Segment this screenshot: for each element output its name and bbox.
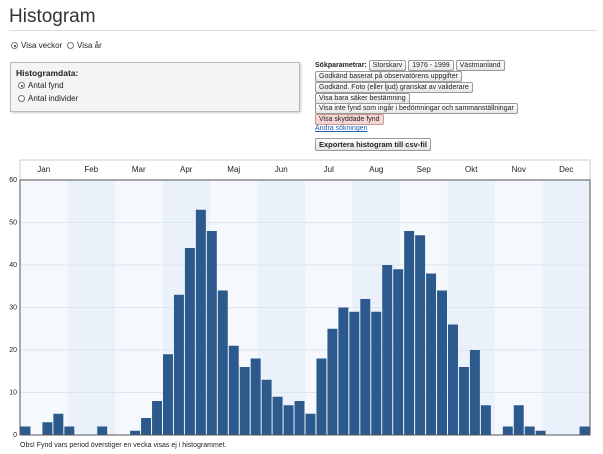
bar [437,290,447,435]
month-label: Jan [37,165,50,174]
footnote: Obs! Fynd vars period överstiger en veck… [20,442,227,449]
bar [20,426,31,435]
bar [184,248,195,435]
radio-years[interactable]: Visa år [67,41,102,50]
bar [458,367,469,435]
bar [64,426,75,435]
bar [338,307,349,435]
search-label: Sökparametrar: [315,62,367,69]
bar [502,426,513,435]
page-title: Histogram [9,6,96,27]
bar [141,418,152,435]
bar [513,405,524,435]
y-tick-label: 10 [9,389,17,396]
bar [97,426,108,435]
bar [130,430,141,435]
bar [360,299,371,435]
month-label: Mar [132,165,146,174]
bar [173,294,184,435]
y-tick-label: 30 [9,304,17,311]
bar [448,324,458,435]
bar [261,379,272,435]
bar [371,311,382,435]
param-tag: Godkänd. Foto (eller ljud) granskat av v… [315,82,473,93]
bar [524,426,535,435]
bar [228,345,239,435]
month-label: Nov [512,165,526,174]
bar [393,269,404,435]
param-tag: Visa inte fynd som ingår i bedömningar o… [315,103,518,114]
param-tag: Storskarv [368,60,407,71]
bar [426,273,437,435]
month-label: Feb [84,165,98,174]
bar [579,426,590,435]
radio-label: Antal fynd [28,81,64,90]
radio-finds[interactable]: Antal fynd [18,81,64,90]
bar [480,405,491,435]
box-label: Histogramdata: [16,68,79,78]
param-tag: Västmanland [455,60,505,71]
param-tag: Godkänd baserat på observatörens uppgift… [315,71,462,82]
radio-label: Visa år [77,41,102,50]
histogram-chart: Jan Feb Mar Apr Maj Jun Jul Aug Sep Okt Nov Dec 0 10 2… [9,159,591,439]
radio-label: Visa veckor [21,41,63,50]
bar [239,367,250,435]
bar [53,413,64,435]
month-label: Apr [180,165,193,174]
y-tick-label: 50 [9,219,17,226]
bar [163,354,173,435]
param-tag: 1976 - 1999 [408,60,454,71]
bar [305,413,316,435]
change-search-link[interactable]: Ändra sökningen [315,125,368,132]
bar [415,235,426,435]
bar [217,290,228,435]
bar [535,430,546,435]
export-button[interactable]: Exportera histogram till csv-fil [315,138,431,151]
bar [327,328,338,435]
month-label: Dec [559,165,573,174]
bar [316,358,327,435]
divider [9,30,597,31]
month-label: Maj [227,165,240,174]
bar [349,311,360,435]
bar [152,401,162,435]
month-header [19,159,591,181]
radio-individuals[interactable]: Antal individer [18,94,78,103]
bar [404,231,415,435]
param-tag: Visa skyddade fynd [315,114,384,125]
y-tick-label: 20 [9,347,17,354]
bar [283,405,294,435]
month-label: Jul [324,165,334,174]
bar [195,209,206,435]
bar [272,396,283,435]
plot-border [19,179,591,436]
histogram-data-box: Histogramdata: Antal fynd Antal individe… [10,62,300,112]
bar [294,401,305,435]
month-label: Jun [275,165,288,174]
month-label: Aug [369,165,383,174]
month-label: Okt [465,165,478,174]
y-tick-label: 60 [9,177,17,184]
radio-weeks[interactable]: Visa veckor [11,41,62,50]
y-tick-label: 40 [9,262,17,269]
radio-label: Antal individer [28,94,79,103]
bar [42,422,53,435]
bar [469,350,480,435]
bar [250,358,261,435]
bar [382,265,393,435]
bar [206,231,217,435]
y-tick-label: 0 [13,432,17,439]
month-label: Sep [417,165,432,174]
